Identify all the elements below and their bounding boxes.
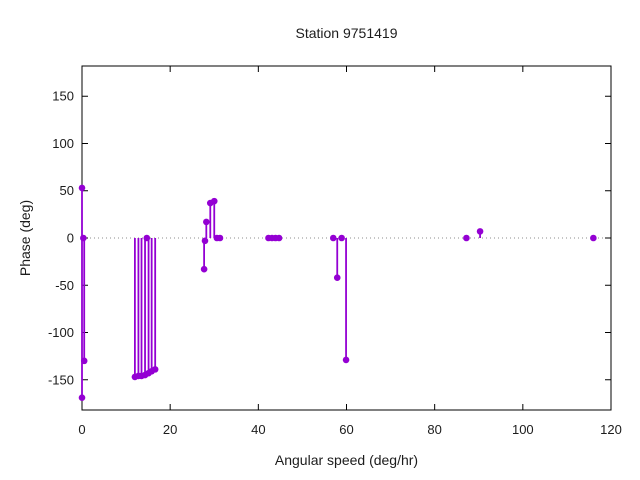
data-point (275, 234, 283, 242)
data-point (80, 357, 88, 365)
data-point (333, 274, 341, 281)
data-point (216, 234, 224, 242)
y-tick-label: 100 (52, 136, 74, 151)
x-tick-label: 80 (427, 422, 441, 437)
data-point (78, 394, 86, 402)
data-point (203, 218, 210, 226)
data-point (342, 356, 350, 364)
data-point (476, 228, 484, 235)
x-tick-label: 20 (163, 422, 177, 437)
x-tick-label: 0 (78, 422, 85, 437)
y-tick-label: 50 (60, 183, 74, 198)
x-tick-label: 40 (251, 422, 265, 437)
data-point (463, 234, 470, 242)
y-tick-label: 150 (52, 89, 74, 104)
data-point (78, 184, 86, 192)
y-tick-label: -150 (48, 372, 74, 387)
x-tick-label: 100 (512, 422, 534, 437)
data-point (338, 234, 345, 242)
y-tick-label: 0 (67, 231, 74, 246)
data-point (143, 234, 151, 242)
y-tick-label: -50 (55, 278, 74, 293)
data-point (201, 237, 209, 245)
data-point (329, 234, 337, 242)
data-point (590, 234, 597, 242)
data-point (80, 234, 87, 242)
data-point (210, 197, 218, 205)
y-tick-label: -100 (48, 325, 74, 340)
chart-title: Station 9751419 (295, 25, 398, 41)
data-point (200, 265, 208, 273)
x-axis-label: Angular speed (deg/hr) (274, 452, 419, 468)
x-tick-label: 120 (600, 422, 622, 437)
y-axis-label: Phase (deg) (17, 199, 33, 277)
x-tick-label: 60 (339, 422, 353, 437)
data-point (151, 366, 159, 373)
